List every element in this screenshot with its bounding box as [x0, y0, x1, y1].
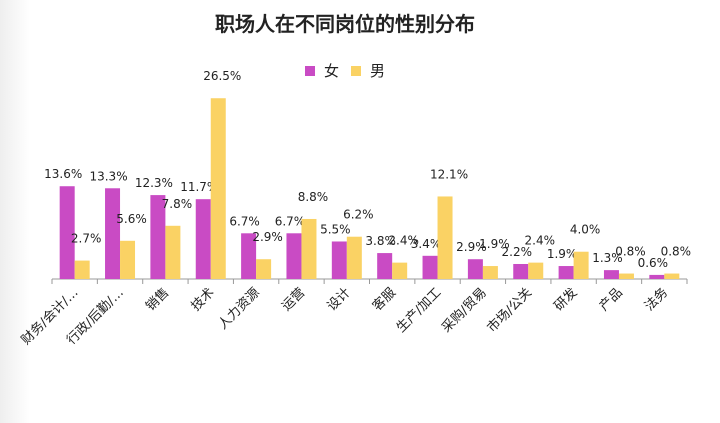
- x-tick-label: 运营: [279, 285, 308, 314]
- data-label: 2.4%: [525, 234, 556, 248]
- bar-male: [437, 196, 453, 279]
- data-label: 2.9%: [456, 240, 487, 254]
- legend: 女 男: [305, 60, 385, 81]
- data-label: 12.3%: [135, 176, 173, 190]
- data-label: 6.2%: [343, 208, 374, 222]
- x-tick-label: 生产/加工: [394, 285, 444, 335]
- bar-male: [664, 273, 680, 279]
- data-label: 1.9%: [479, 237, 510, 251]
- bar-female: [286, 233, 302, 279]
- background-shade: [0, 0, 30, 423]
- data-label: 2.2%: [502, 245, 533, 259]
- data-label: 6.7%: [275, 214, 306, 228]
- x-tick-label: 销售: [143, 285, 173, 315]
- legend-label-male: 男: [370, 62, 386, 80]
- bar-female: [467, 259, 483, 279]
- bar-male: [301, 218, 317, 279]
- chart-title: 职场人在不同岗位的性别分布: [215, 12, 475, 36]
- data-label: 2.9%: [252, 230, 283, 244]
- data-label: 12.1%: [430, 167, 468, 181]
- data-label: 6.7%: [229, 214, 260, 228]
- data-label: 5.6%: [116, 212, 147, 226]
- data-label: 13.6%: [44, 167, 82, 181]
- x-tick-label: 客服: [369, 285, 399, 315]
- legend-swatch-male: [351, 65, 362, 76]
- data-label: 26.5%: [203, 69, 241, 83]
- data-label: 1.9%: [547, 247, 578, 261]
- legend-label-female: 女: [324, 62, 340, 80]
- legend-swatch-female: [305, 65, 315, 76]
- x-tick-label: 技术: [189, 285, 218, 314]
- data-label: 0.8%: [661, 245, 692, 259]
- x-tick-label: 产品: [597, 285, 626, 314]
- data-label: 5.5%: [320, 222, 351, 236]
- data-label: 1.3%: [592, 251, 623, 265]
- bar-male: [165, 225, 181, 279]
- bar-male: [618, 273, 634, 279]
- bar-male: [392, 262, 408, 279]
- data-label: 13.3%: [89, 169, 127, 183]
- data-label: 4.0%: [570, 223, 601, 237]
- bar-female: [513, 263, 529, 279]
- data-label: 7.8%: [162, 197, 193, 211]
- bar-female: [558, 266, 574, 279]
- bar-male: [346, 236, 362, 279]
- data-label: 0.6%: [638, 256, 669, 270]
- x-tick-label: 法务: [641, 285, 671, 315]
- data-label: 2.7%: [71, 232, 102, 246]
- data-label: 11.7%: [180, 180, 218, 194]
- bar-female: [649, 274, 665, 279]
- bar-female: [377, 253, 393, 279]
- bar-female: [105, 188, 121, 279]
- x-tick-label: 研发: [551, 285, 581, 315]
- bar-female: [241, 233, 257, 279]
- bar-female: [195, 199, 211, 279]
- bar-male: [482, 266, 498, 279]
- data-label: 0.8%: [615, 245, 646, 259]
- bar-male: [120, 240, 136, 279]
- x-tick-label: 人力资源: [216, 285, 263, 332]
- data-label: 3.4%: [411, 237, 442, 251]
- bar-female: [331, 241, 347, 279]
- bar-male: [573, 251, 589, 279]
- bar-male: [74, 260, 90, 279]
- x-tick-label: 设计: [325, 285, 354, 314]
- bar-male: [256, 259, 272, 279]
- bar-male: [528, 262, 544, 279]
- bar-female: [59, 186, 75, 279]
- x-tick-label: 市场/公关: [484, 285, 535, 336]
- data-label: 2.4%: [388, 234, 419, 248]
- data-label: 3.8%: [365, 234, 396, 248]
- bar-female: [422, 255, 438, 279]
- bar-female: [603, 270, 619, 279]
- x-tick-label: 采购/贸易: [439, 285, 490, 336]
- bar-female: [150, 195, 166, 279]
- bar-male: [210, 98, 226, 279]
- data-label: 8.8%: [298, 190, 329, 204]
